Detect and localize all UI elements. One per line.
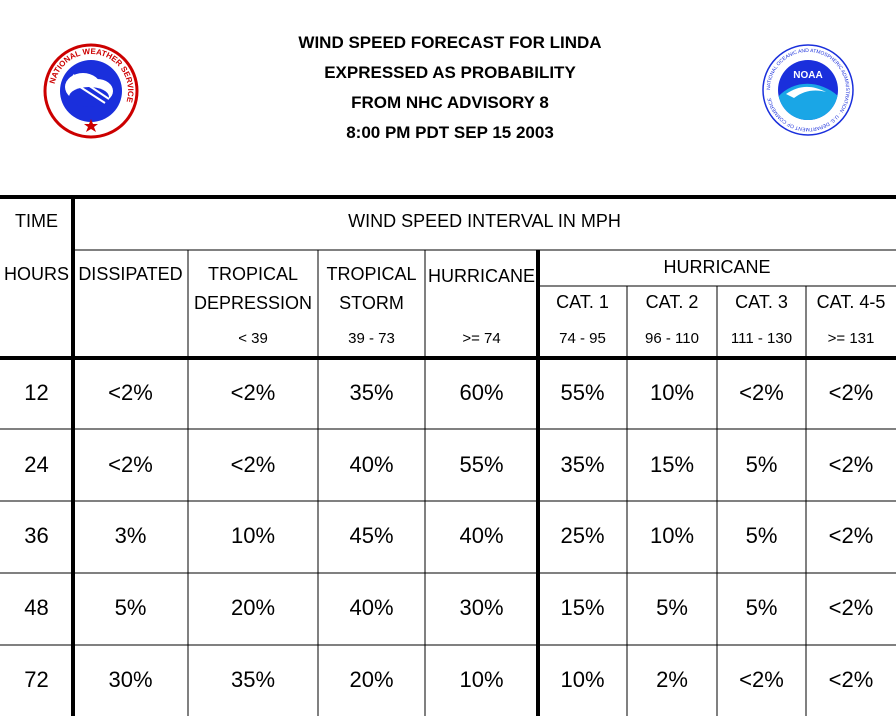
tropical-storm-header-line2: STORM [339,293,404,313]
tropical-depression-cell: <2% [230,452,276,477]
cat3-range: 111 - 130 [730,330,793,347]
cat3-cell: 5% [745,523,778,548]
cat45-cell: <2% [828,595,874,620]
cat3-cell: 5% [745,452,778,477]
tropical-depression-header-line1: TROPICAL [207,264,299,284]
hours-cell: 72 [24,667,49,692]
dissipated-cell: <2% [108,380,153,405]
wind-speed-interval-header: WIND SPEED INTERVAL IN MPH [348,211,621,231]
hours-cell: 12 [24,380,49,405]
hurricane-range: >= 74 [462,330,501,347]
tropical-depression-header-line2: DEPRESSION [193,293,313,313]
cat2-cell: 15% [649,452,695,477]
tropical-depression-cell: 20% [230,595,276,620]
dissipated-cell: 5% [114,595,147,620]
cat45-cell: <2% [828,667,874,692]
cat1-header: CAT. 1 [556,292,609,312]
tropical-storm-cell: 45% [349,523,394,548]
cat2-cell: 5% [656,595,688,620]
nws-logo: NATIONAL WEATHER SERVICE [43,43,139,139]
tropical-depression-range: < 39 [238,330,268,347]
tropical-storm-cell: 20% [349,667,394,692]
cat3-cell: <2% [739,667,784,692]
hours-cell: 36 [24,523,49,548]
cat2-header: CAT. 2 [645,292,699,312]
cat2-range: 96 - 110 [645,330,699,347]
hurricane-cell: 55% [459,452,504,477]
time-header: TIME [15,211,58,231]
tropical-storm-range: 39 - 73 [348,330,395,347]
tropical-storm-cell: 40% [349,595,394,620]
cat2-cell: 10% [649,523,695,548]
cat1-range: 74 - 95 [559,330,606,347]
cat1-cell: 55% [560,380,605,405]
tropical-storm-cell: 40% [349,452,394,477]
hurricane-cell: 40% [459,523,504,548]
noaa-text: NOAA [793,70,822,81]
hours-cell: 24 [24,452,49,477]
dissipated-cell: <2% [108,452,153,477]
cat45-cell: <2% [828,380,874,405]
title-line-1: WIND SPEED FORECAST FOR LINDA [298,33,602,52]
tropical-storm-cell: 35% [349,380,394,405]
tropical-depression-cell: 10% [230,523,276,548]
title-line-4: 8:00 PM PDT SEP 15 2003 [346,123,554,142]
tropical-depression-cell: 35% [230,667,276,692]
cat3-cell: 5% [745,595,778,620]
hours-header: HOURS [3,264,69,284]
cat1-cell: 35% [560,452,605,477]
hurricane-header: HURRICANE [427,266,535,286]
tropical-storm-header-line1: TROPICAL [326,264,417,284]
cat3-cell: <2% [739,380,784,405]
dissipated-header: DISSIPATED [78,264,183,284]
hours-cell: 48 [24,595,49,620]
title-line-3: FROM NHC ADVISORY 8 [351,93,549,112]
title-line-2: EXPRESSED AS PROBABILITY [324,63,576,82]
hurricane-cell: 10% [459,667,504,692]
cat1-cell: 25% [560,523,605,548]
cat2-cell: 2% [656,667,688,692]
hurricane-category-group-header: HURRICANE [663,257,771,277]
tropical-depression-cell: <2% [230,380,276,405]
noaa-logo: NOAA NATIONAL OCEANIC AND ATMOSPHERIC AD… [762,44,854,136]
hurricane-cell: 60% [459,380,504,405]
dissipated-cell: 3% [114,523,147,548]
dissipated-cell: 30% [108,667,153,692]
cat2-cell: 10% [649,380,695,405]
cat45-cell: <2% [828,523,874,548]
cat1-cell: 15% [560,595,605,620]
hurricane-cell: 30% [459,595,504,620]
cat45-range: >= 131 [827,330,875,347]
cat45-header: CAT. 4-5 [816,292,886,312]
cat45-cell: <2% [828,452,874,477]
cat1-cell: 10% [560,667,605,692]
cat3-header: CAT. 3 [735,292,788,312]
